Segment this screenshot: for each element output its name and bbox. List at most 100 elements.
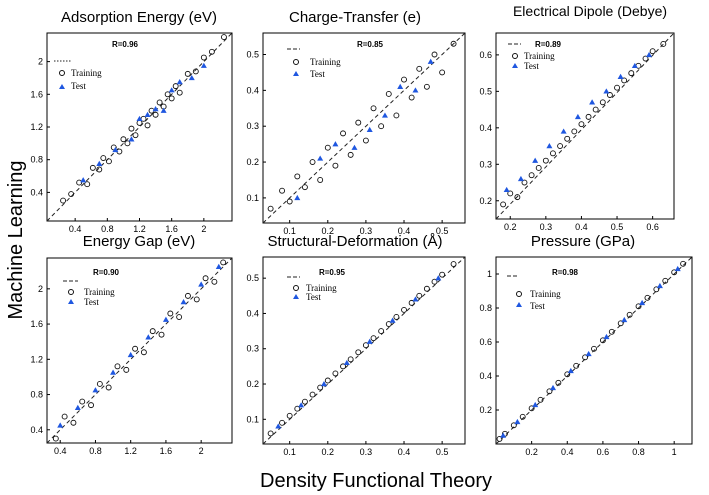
legend-test-label: Test <box>310 69 325 79</box>
training-point <box>332 162 339 169</box>
training-point <box>340 363 346 370</box>
training-point <box>96 381 103 387</box>
test-point <box>198 281 205 287</box>
training-point <box>267 430 274 437</box>
training-point <box>608 328 615 335</box>
legend-training-label: Training <box>306 283 337 293</box>
training-point <box>614 84 620 91</box>
training-point <box>507 190 514 197</box>
test-point <box>412 296 419 302</box>
panel-electrical-dipole: Electrical Dipole (Debye) Pressure (GPa)… <box>479 3 675 250</box>
test-point <box>500 432 507 438</box>
axis-ticks: 0.2 0.3 0.4 0.5 0.6 0.2 0.3 0.4 0.5 0.6 <box>479 50 658 232</box>
y-tick-label: 0.4 <box>479 371 492 381</box>
training-point <box>144 122 151 129</box>
training-point <box>496 435 503 442</box>
training-point <box>519 413 526 420</box>
test-point <box>674 265 681 272</box>
training-point <box>653 286 660 293</box>
y-tick-label: 0.2 <box>246 379 259 389</box>
training-point <box>211 278 218 285</box>
x-tick-label: 0.1 <box>283 226 296 236</box>
scatter-points <box>52 259 227 442</box>
x-tick-label: 0.6 <box>646 222 659 232</box>
training-point <box>564 135 571 142</box>
panel-bottom-left: R=0.90 Training Test 0.4 0.8 1.2 1.6 2 0.4 0.8… <box>30 257 233 456</box>
test-point <box>144 111 151 117</box>
training-point <box>286 412 293 419</box>
training-point <box>628 70 635 77</box>
x-tick-label: 0.6 <box>597 447 610 457</box>
training-point <box>317 177 324 183</box>
y-tick-label: 0.1 <box>246 193 259 203</box>
training-point <box>521 179 528 186</box>
test-point <box>168 87 175 93</box>
training-point <box>599 337 606 344</box>
legend-training-marker <box>68 289 74 295</box>
training-point <box>149 328 156 335</box>
training-point <box>332 370 339 377</box>
training-point <box>416 65 423 72</box>
y-tick-label: 1 <box>487 269 492 279</box>
test-point <box>381 112 388 118</box>
training-point <box>279 187 286 194</box>
training-point <box>393 314 400 320</box>
y-tick-label: 1.2 <box>30 354 43 364</box>
training-point <box>355 119 362 126</box>
y-tick-label: 0.8 <box>479 303 492 313</box>
training-point <box>124 140 131 147</box>
test-point <box>343 359 350 366</box>
y-tick-label: 0.4 <box>246 308 259 318</box>
training-point <box>120 136 127 143</box>
legend-test-marker <box>516 302 522 307</box>
panel-xlabel: Structural-Deformation (Å) <box>267 233 442 250</box>
y-tick-label: 0.5 <box>246 50 259 60</box>
legend-training-label: Training <box>310 57 341 67</box>
y-tick-label: 0.6 <box>479 337 492 347</box>
training-point <box>680 260 687 267</box>
training-point <box>535 164 542 171</box>
test-point <box>128 136 135 142</box>
training-point <box>286 198 293 205</box>
legend-test-label: Test <box>530 301 545 311</box>
axis-ticks: 0.4 0.8 1.2 1.6 2 0.4 0.8 1.2 1.6 2 <box>30 57 206 234</box>
test-point <box>574 113 581 120</box>
training-point <box>514 194 521 201</box>
test-point <box>532 157 539 163</box>
training-point <box>202 275 209 282</box>
y-tick-label: 0.6 <box>479 50 492 60</box>
training-point <box>140 349 147 356</box>
training-point <box>164 91 171 98</box>
y-tick-label: 0.2 <box>246 157 259 167</box>
x-tick-label: 0.3 <box>360 447 373 457</box>
training-point <box>546 388 553 395</box>
test-point <box>589 99 596 105</box>
x-tick-label: 0.2 <box>504 222 517 232</box>
x-tick-label: 0.2 <box>322 447 335 457</box>
training-point <box>136 119 143 126</box>
training-point <box>128 125 135 132</box>
training-point <box>168 95 175 102</box>
panel-title: Electrical Dipole (Debye) <box>513 3 667 19</box>
x-tick-label: 0.4 <box>561 447 574 457</box>
training-point <box>585 113 592 120</box>
diagonal-line <box>46 257 233 444</box>
test-point <box>96 160 103 166</box>
training-point <box>100 155 107 162</box>
x-tick-label: 0.3 <box>540 222 553 232</box>
training-point <box>599 99 606 106</box>
training-point <box>114 363 121 370</box>
y-tick-label: 0.3 <box>479 159 492 169</box>
r-value: R=0.90 <box>93 268 120 277</box>
legend-test-marker <box>68 299 74 304</box>
test-point <box>57 422 64 428</box>
y-tick-label: 0.5 <box>479 86 492 96</box>
test-point <box>639 299 646 306</box>
test-point <box>145 334 152 340</box>
test-point <box>298 402 305 408</box>
axis-ticks: 0.2 0.4 0.6 0.8 1 0.2 0.4 0.6 0.8 1 <box>479 269 676 457</box>
panel-title: Charge-Transfer (e) <box>289 9 421 26</box>
training-point <box>537 396 544 403</box>
training-point <box>192 68 199 75</box>
r-value: R=0.98 <box>552 268 579 277</box>
